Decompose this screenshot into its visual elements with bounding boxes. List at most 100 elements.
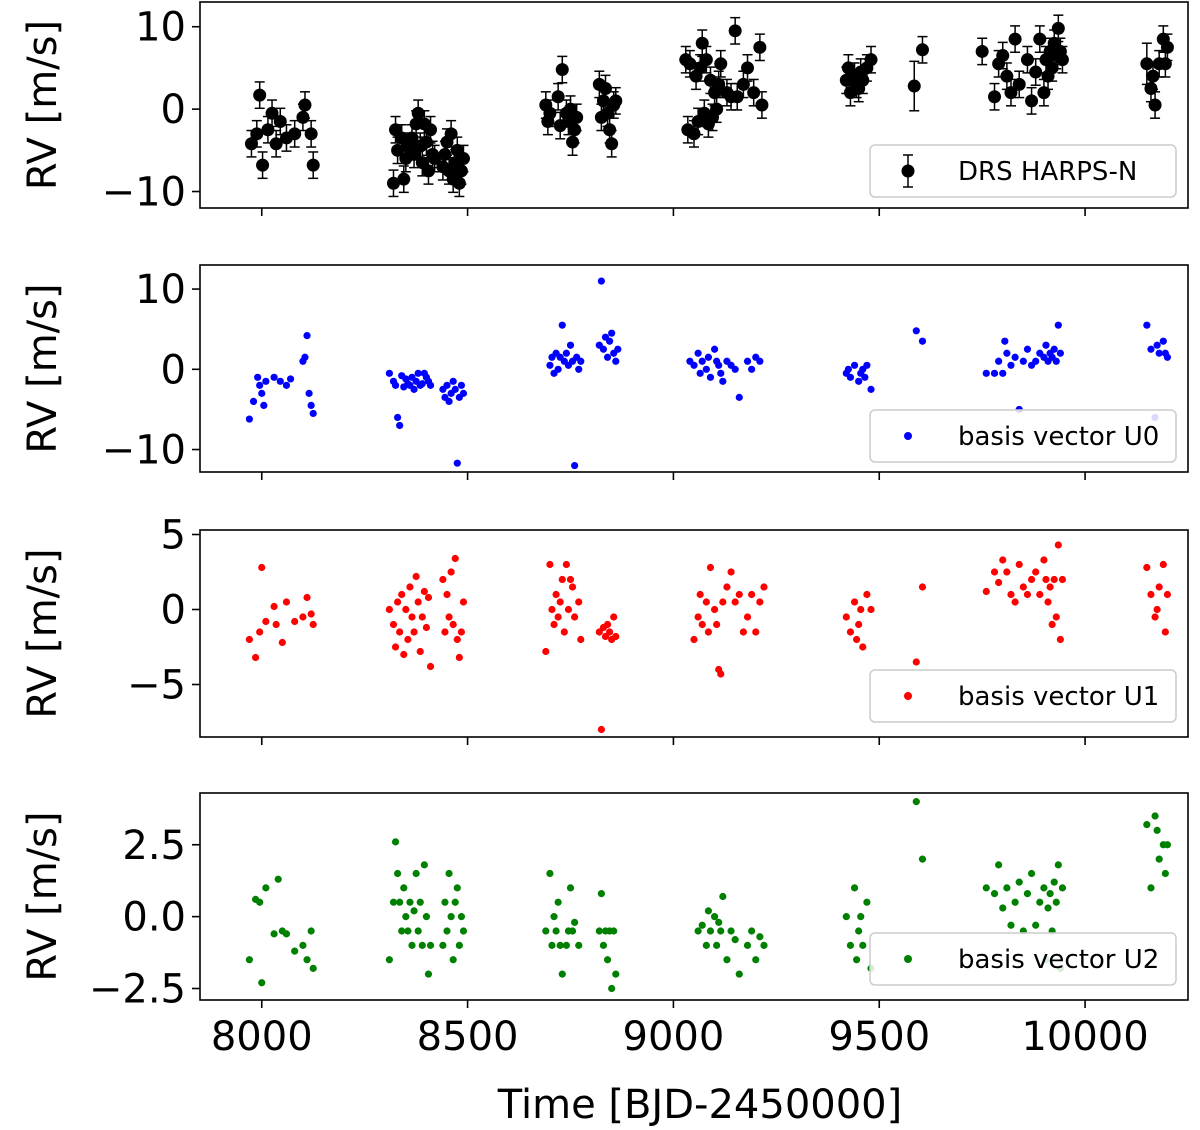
data-point	[1160, 40, 1174, 54]
y-tick-label: 5	[161, 513, 186, 559]
data-point	[598, 82, 612, 96]
data-point	[276, 377, 284, 385]
data-point	[863, 361, 871, 369]
y-tick-label: 0	[161, 347, 186, 393]
data-point	[309, 409, 317, 418]
data-point	[1050, 575, 1058, 584]
data-point	[704, 907, 713, 915]
data-point	[731, 365, 739, 373]
data-point	[309, 620, 317, 629]
data-point	[714, 57, 728, 71]
data-point	[606, 628, 614, 636]
data-point	[408, 613, 416, 621]
data-point	[282, 930, 291, 938]
data-point	[402, 605, 410, 614]
data-point	[272, 620, 280, 629]
data-point	[610, 927, 618, 935]
legend: basis vector U2	[869, 932, 1177, 986]
data-point	[857, 913, 865, 921]
data-point	[424, 593, 433, 602]
data-point	[1058, 884, 1067, 892]
data-point	[867, 605, 875, 614]
data-point	[1025, 94, 1039, 108]
legend-label: DRS HARPS-N	[958, 157, 1137, 187]
data-point	[455, 941, 463, 949]
data-point	[1020, 53, 1034, 67]
data-point	[422, 623, 431, 632]
data-point	[863, 898, 871, 906]
data-point	[687, 127, 701, 141]
data-point	[577, 357, 585, 365]
data-point	[306, 158, 320, 172]
data-point	[1143, 321, 1151, 329]
data-point	[451, 898, 459, 906]
data-point	[683, 57, 697, 71]
data-point	[696, 590, 704, 599]
data-point	[1161, 869, 1169, 878]
data-point	[1055, 53, 1069, 67]
data-point	[556, 598, 564, 606]
data-point	[291, 617, 299, 626]
data-point	[546, 560, 554, 569]
data-point	[396, 628, 404, 636]
data-point	[457, 628, 466, 636]
data-point	[546, 869, 554, 878]
data-point	[575, 598, 583, 606]
data-point	[420, 861, 428, 869]
data-point	[249, 397, 258, 405]
data-point	[990, 369, 999, 377]
data-point	[918, 855, 927, 863]
data-point	[451, 385, 459, 393]
data-point	[595, 927, 603, 935]
data-point	[453, 884, 461, 892]
data-point	[1056, 635, 1064, 644]
data-point	[712, 77, 726, 91]
data-point	[752, 956, 760, 964]
data-point	[609, 94, 623, 108]
data-point	[696, 369, 704, 377]
data-point	[760, 583, 768, 591]
data-point	[1143, 563, 1151, 572]
data-point	[730, 90, 744, 104]
data-point	[1056, 349, 1064, 357]
data-point	[400, 650, 408, 659]
data-point	[698, 620, 706, 629]
data-point	[558, 321, 566, 329]
data-point	[577, 635, 585, 644]
data-point	[305, 389, 313, 397]
data-point	[416, 647, 424, 656]
data-point	[975, 44, 989, 58]
data-point	[999, 369, 1007, 377]
data-point	[612, 970, 620, 978]
legend-box	[869, 669, 1177, 723]
data-point	[562, 941, 570, 949]
data-point	[599, 941, 608, 949]
legend: basis vector U1	[869, 669, 1177, 723]
data-point	[855, 927, 863, 935]
data-point	[1148, 98, 1162, 112]
data-point	[1023, 590, 1032, 599]
data-point	[457, 913, 466, 921]
data-point	[748, 927, 756, 935]
data-point	[256, 158, 270, 172]
data-point	[570, 110, 584, 124]
data-point	[614, 345, 622, 353]
data-point	[1044, 598, 1052, 606]
data-point	[422, 913, 431, 921]
data-point	[282, 598, 291, 606]
data-point	[859, 941, 867, 949]
data-point	[1163, 841, 1172, 849]
data-point	[453, 459, 461, 467]
data-point	[605, 137, 619, 151]
legend-marker	[904, 692, 912, 700]
data-point	[1155, 855, 1163, 863]
data-point	[723, 583, 731, 591]
data-point	[844, 365, 852, 373]
data-point	[414, 369, 422, 377]
data-point	[995, 357, 1003, 365]
data-point	[846, 941, 855, 949]
x-tick-label: 8000	[211, 1014, 313, 1060]
data-point	[391, 143, 405, 157]
data-point	[850, 361, 859, 369]
data-point	[610, 613, 618, 621]
